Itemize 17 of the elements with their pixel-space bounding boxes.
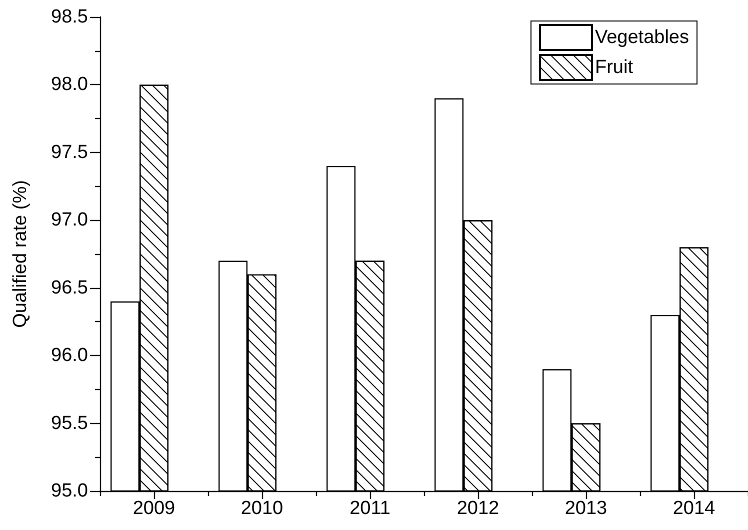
legend-label: Vegetables	[594, 27, 690, 48]
x-tick-label: 2014	[672, 498, 716, 519]
x-tick-label: 2012	[456, 498, 500, 519]
y-tick-label: 97.0	[51, 210, 88, 231]
y-tick-label: 98.5	[51, 6, 88, 28]
y-tick-label: 96.5	[51, 277, 88, 298]
y-tick-label: 95.0	[51, 480, 88, 502]
y-axis-title: Qualified rate (%)	[10, 180, 31, 328]
x-tick-label: 2009	[132, 498, 176, 519]
y-tick-label: 98.0	[51, 74, 88, 96]
y-tick-label: 95.5	[51, 412, 88, 434]
x-tick-label: 2013	[564, 498, 608, 519]
x-tick-label: 2011	[350, 498, 390, 519]
y-tick-label: 96.0	[51, 345, 88, 366]
y-tick-label: 97.5	[51, 142, 88, 163]
legend-label: Fruit	[594, 57, 634, 78]
x-tick-label: 2010	[240, 498, 284, 519]
